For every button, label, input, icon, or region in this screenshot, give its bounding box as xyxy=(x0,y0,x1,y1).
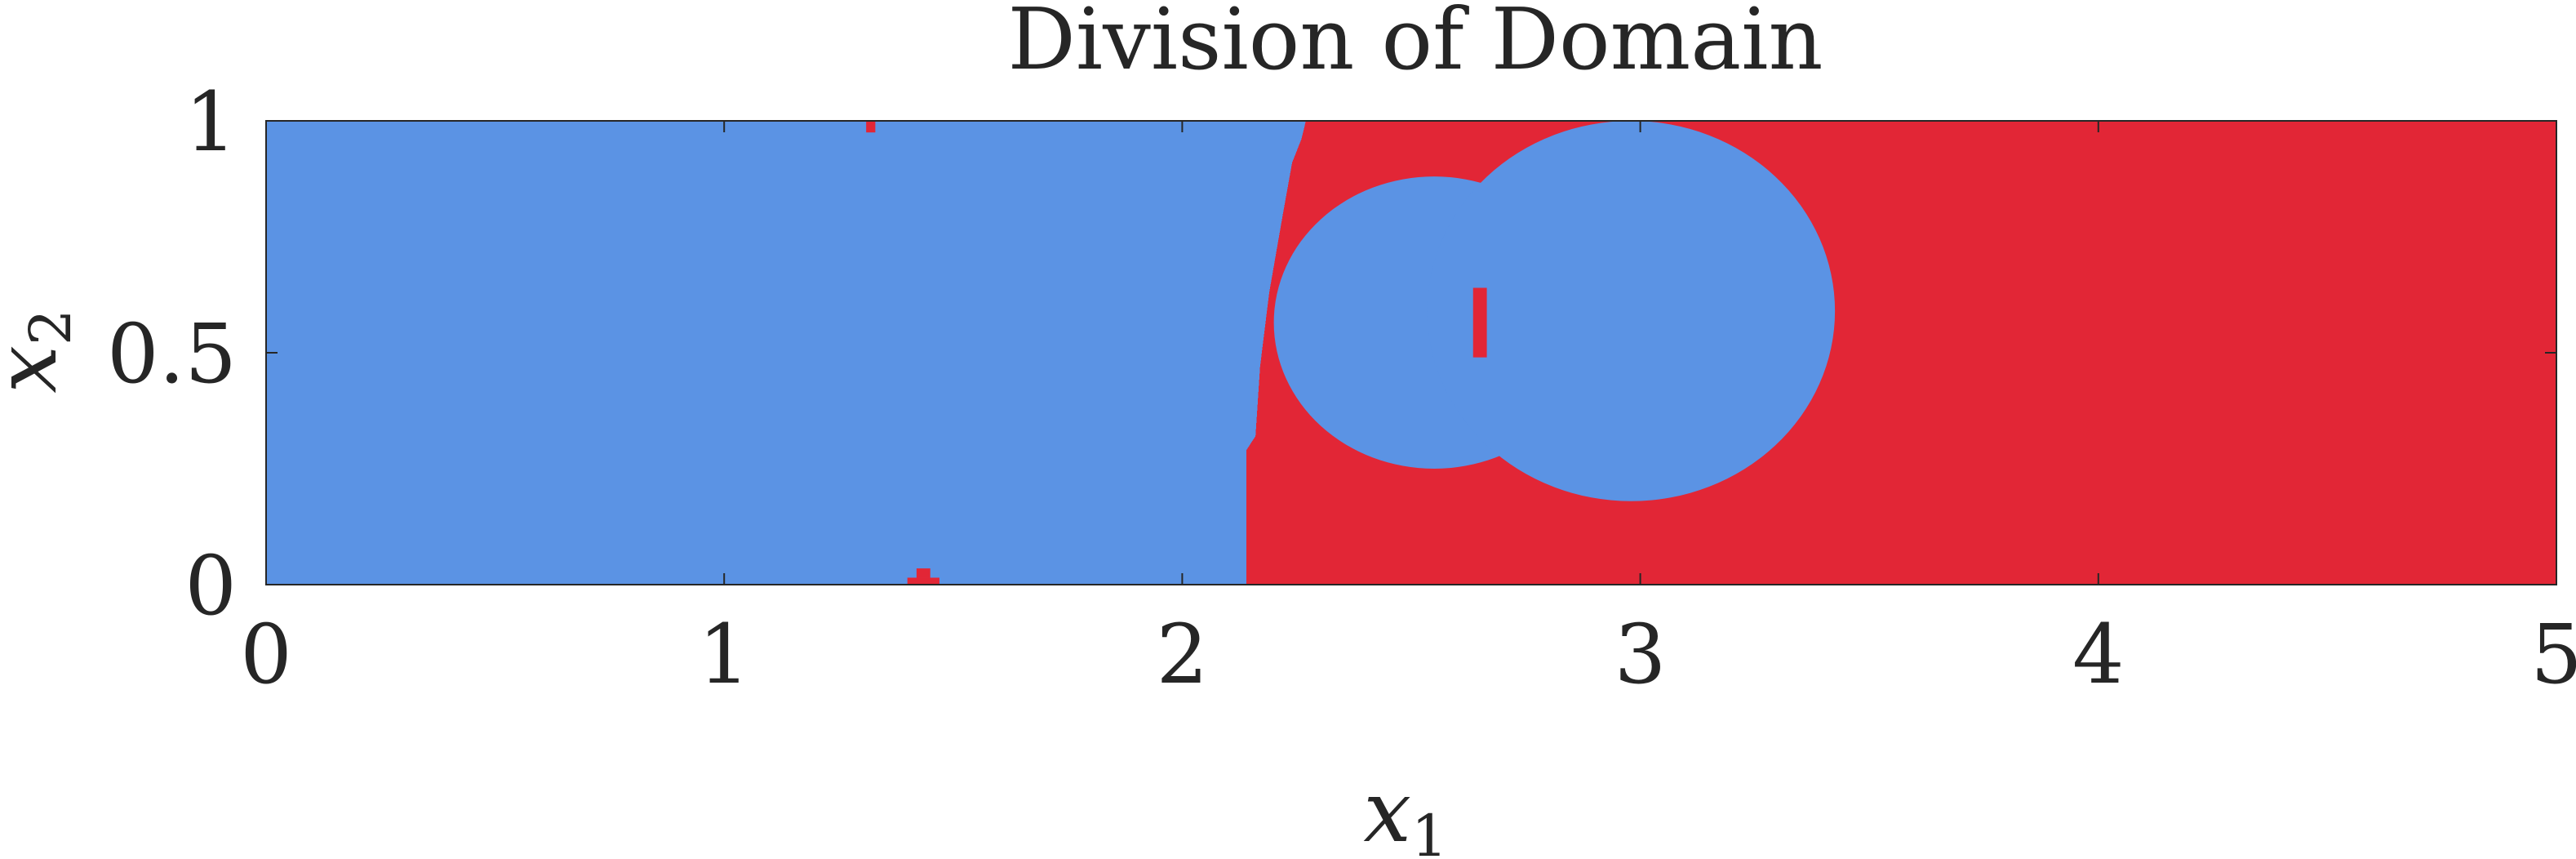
subdomain-red-speck-3 xyxy=(916,568,930,578)
x-tick-label-3: 3 xyxy=(1614,607,1667,702)
x-tick-label-2: 2 xyxy=(1157,607,1209,702)
x-tick-label-5: 5 xyxy=(2530,607,2576,702)
plot-area xyxy=(266,121,2556,585)
x-tick-label-1: 1 xyxy=(698,607,750,702)
subdomain-red-speck-1 xyxy=(866,121,876,133)
x-axis-label: x1 xyxy=(1363,762,1447,859)
x-tick-label-4: 4 xyxy=(2072,607,2125,702)
x-axis-label-symbol: x xyxy=(1363,762,1411,859)
y-tick-label-2: 1 xyxy=(184,74,237,170)
subdomain-red-speck-2 xyxy=(907,577,939,585)
y-axis-label: x2 xyxy=(0,309,84,393)
y-axis-label-subscript: 2 xyxy=(17,309,84,345)
x-tick-label-0: 0 xyxy=(240,607,292,702)
x-axis-label-subscript: 1 xyxy=(1411,803,1448,859)
subdomain-blue-region-3 xyxy=(1427,121,1836,501)
subdomain-blue-region-1 xyxy=(266,121,1306,585)
subdomain-red-speck-4 xyxy=(1472,287,1487,358)
chart-title: Division of Domain xyxy=(1008,0,1823,89)
y-tick-label-0: 0 xyxy=(184,538,237,634)
y-tick-label-1: 0.5 xyxy=(107,306,237,402)
y-axis: 00.51 xyxy=(107,74,2556,634)
x-axis: 0 1 2 3 4 5 xyxy=(240,121,2576,702)
y-axis-label-symbol: x xyxy=(0,345,76,394)
